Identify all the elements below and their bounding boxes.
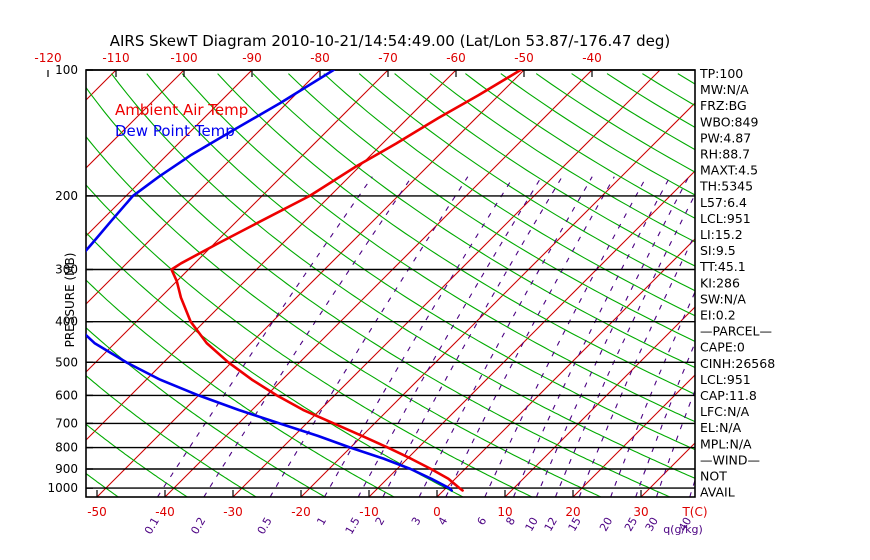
temperature-tick-bottom--10: -10 xyxy=(359,505,379,519)
pressure-tick-400: 400 xyxy=(55,315,78,329)
index-wind: —WIND— xyxy=(700,452,760,467)
index-tt: TT:45.1 xyxy=(699,259,746,274)
pressure-tick-100: 100 xyxy=(55,63,78,77)
mixing-ratio-tick-10: 10 xyxy=(523,515,541,534)
dry-adiabat-grid xyxy=(86,73,695,497)
temperature-tick-top--110: -110 xyxy=(102,51,129,65)
pressure-tick-300: 300 xyxy=(55,263,78,277)
pressure-tick-800: 800 xyxy=(55,441,78,455)
index-ei: EI:0.2 xyxy=(700,308,736,323)
pressure-tick-900: 900 xyxy=(55,462,78,476)
pressure-tick-1000: 1000 xyxy=(47,481,78,495)
index-lfc: LFC:N/A xyxy=(700,404,750,419)
stability-index-panel: TP:100MW:N/AFRZ:BGWBO:849PW:4.87RH:88.7M… xyxy=(699,66,775,500)
pressure-tick-200: 200 xyxy=(55,189,78,203)
index-lcl2: LCL:951 xyxy=(700,372,751,387)
index-si: SI:9.5 xyxy=(700,243,736,258)
x-axis-label-mixing-ratio: q(g/kg) xyxy=(663,523,703,536)
index-wbo: WBO:849 xyxy=(700,114,758,129)
index-wind-line2: AVAIL xyxy=(700,485,735,500)
temperature-tick-bottom--30: -30 xyxy=(223,505,243,519)
index-th: TH:5345 xyxy=(699,179,753,194)
temperature-tick-top--70: -70 xyxy=(378,51,398,65)
mixing-ratio-tick-20: 20 xyxy=(597,515,615,534)
index-mpl: MPL:N/A xyxy=(700,436,752,451)
index-maxt: MAXT:4.5 xyxy=(700,163,758,178)
temperature-tick-top--90: -90 xyxy=(242,51,262,65)
plot-frame xyxy=(85,69,696,498)
index-frz: FRZ:BG xyxy=(700,98,747,113)
index-wind-line1: NOT xyxy=(700,469,727,484)
index-li: LI:15.2 xyxy=(700,227,743,242)
temperature-axis-ticks-bottom: -50 -40 -30 -20 -10 0 10 20 30 xyxy=(87,490,649,519)
mixing-ratio-tick-15: 15 xyxy=(566,515,584,534)
index-ki: KI:286 xyxy=(700,275,740,290)
legend-ambient-air-temp: Ambient Air Temp xyxy=(115,101,248,119)
temperature-tick-top--60: -60 xyxy=(446,51,466,65)
x-axis-label-temperature: T(C) xyxy=(681,505,707,519)
temperature-tick-top--100: -100 xyxy=(170,51,197,65)
index-cape: CAPE:0 xyxy=(700,340,745,355)
index-sw: SW:N/A xyxy=(700,291,746,306)
legend-dew-point-temp: Dew Point Temp xyxy=(115,122,235,140)
isotherm-grid xyxy=(85,69,696,498)
pressure-tick-600: 600 xyxy=(55,388,78,402)
mixing-ratio-tick-12: 12 xyxy=(542,515,560,534)
pressure-tick-700: 700 xyxy=(55,416,78,430)
temperature-tick-bottom-30: 30 xyxy=(633,505,648,519)
temperature-tick-top--50: -50 xyxy=(514,51,534,65)
index-mw: MW:N/A xyxy=(700,82,749,97)
index-rh: RH:88.7 xyxy=(700,147,750,162)
pressure-axis-ticks: 100 200 300 400 500 600 700 800 900 1000 xyxy=(47,63,93,495)
temperature-tick-bottom--40: -40 xyxy=(155,505,175,519)
pressure-tick-500: 500 xyxy=(55,355,78,369)
index-cap: CAP:11.8 xyxy=(700,388,757,403)
index-l57: L57:6.4 xyxy=(700,195,747,210)
profile-curve-dew-point-temp xyxy=(86,70,453,492)
mixing-ratio-tick-25: 25 xyxy=(622,515,640,534)
temperature-tick-bottom-20: 20 xyxy=(565,505,580,519)
page-title: AIRS SkewT Diagram 2010-10-21/14:54:49.0… xyxy=(110,32,671,50)
index-lcl: LCL:951 xyxy=(700,211,751,226)
index-parcel: —PARCEL— xyxy=(700,324,772,339)
index-pw: PW:4.87 xyxy=(700,130,751,145)
index-el: EL:N/A xyxy=(700,420,742,435)
temperature-tick-bottom-10: 10 xyxy=(497,505,512,519)
temperature-tick-bottom--20: -20 xyxy=(291,505,311,519)
index-tp: TP:100 xyxy=(699,66,743,81)
temperature-axis-ticks-top: -120 -110 -100 -90 -80 -70 -60 -50 -40 xyxy=(34,51,602,77)
sounding-profiles xyxy=(86,70,522,492)
mixing-ratio-tick-30: 30 xyxy=(643,515,661,534)
profile-curve-ambient-air-temp xyxy=(170,70,522,492)
temperature-tick-top--40: -40 xyxy=(582,51,602,65)
temperature-tick-top--80: -80 xyxy=(310,51,330,65)
mixing-ratio-tick-40: 40 xyxy=(676,515,694,534)
temperature-tick-bottom--50: -50 xyxy=(87,505,107,519)
temperature-tick-top--120: -120 xyxy=(34,51,61,65)
temperature-tick-bottom-0: 0 xyxy=(433,505,441,519)
y-axis-label: PRESSURE (MB) xyxy=(63,253,77,348)
mixing-ratio-grid xyxy=(156,176,695,497)
index-cinh: CINH:26568 xyxy=(700,356,775,371)
